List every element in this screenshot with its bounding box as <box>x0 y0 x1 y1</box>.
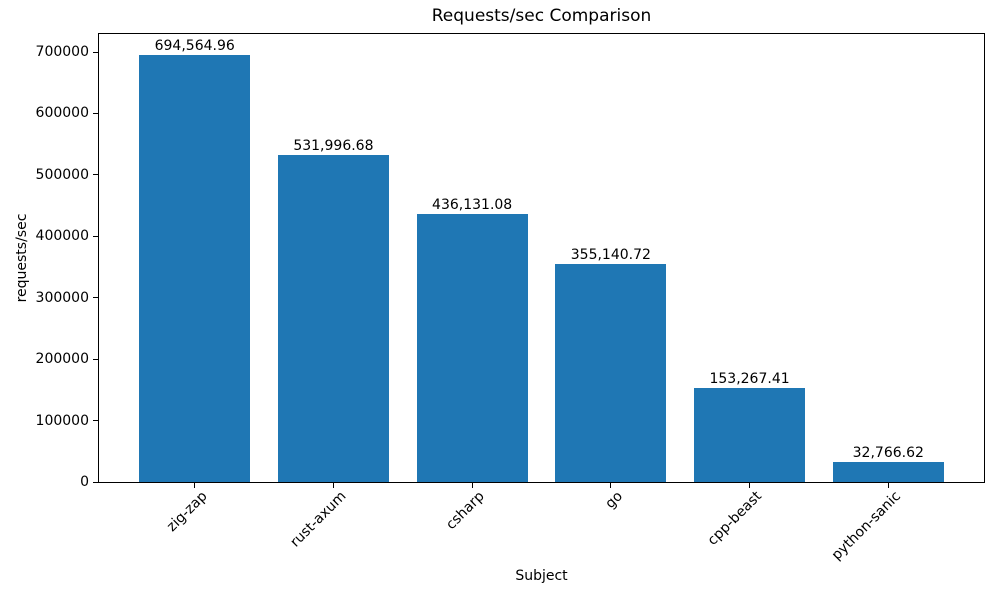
x-tick-mark <box>749 483 751 488</box>
bar-value-label: 153,267.41 <box>709 370 790 387</box>
bar <box>555 263 667 482</box>
y-tick-label: 500000 <box>35 166 89 183</box>
x-tick-label: go <box>602 488 627 512</box>
y-tick-mark <box>93 235 98 237</box>
x-tick-label: csharp <box>443 488 488 533</box>
x-tick-mark <box>194 483 196 488</box>
y-tick-mark <box>93 297 98 299</box>
x-tick-label: cpp-beast <box>704 488 766 549</box>
y-tick-label: 400000 <box>35 228 89 245</box>
y-axis-label: requests/sec <box>14 213 30 303</box>
x-tick-label: rust-axum <box>286 488 350 551</box>
bar-value-label: 436,131.08 <box>432 197 513 213</box>
x-tick-mark <box>471 483 473 488</box>
bar-value-label: 32,766.62 <box>852 444 924 461</box>
bar-value-label: 694,564.96 <box>154 38 235 55</box>
y-tick-label: 100000 <box>35 412 89 429</box>
chart-title: Requests/sec Comparison <box>431 6 652 26</box>
y-tick-label: 300000 <box>35 289 89 306</box>
y-tick-label: 700000 <box>35 44 89 60</box>
bar <box>832 461 944 482</box>
bar-value-label: 355,140.72 <box>570 246 651 263</box>
x-axis-label: Subject <box>515 568 568 584</box>
y-tick-mark <box>93 420 98 422</box>
y-tick-mark <box>93 174 98 176</box>
x-tick-mark <box>887 483 889 488</box>
x-tick-label: zig-zap <box>163 488 211 535</box>
y-tick-mark <box>93 358 98 360</box>
y-tick-label: 200000 <box>35 351 89 368</box>
bar <box>139 55 251 482</box>
y-tick-mark <box>93 51 98 53</box>
x-tick-label: python-sanic <box>828 488 904 564</box>
plot-area: 0 100000 200000 300000 400000 500000 600000 700… <box>36 33 985 564</box>
y-tick-mark <box>93 112 98 114</box>
bar <box>416 214 528 482</box>
bar <box>694 387 806 482</box>
y-tick-label: 0 <box>80 474 89 490</box>
x-tick-mark <box>610 483 612 488</box>
y-tick-mark <box>93 481 98 483</box>
x-tick-mark <box>332 483 334 488</box>
bar <box>277 155 389 482</box>
bar-value-label: 531,996.68 <box>293 138 374 155</box>
y-tick-label: 600000 <box>35 105 89 122</box>
